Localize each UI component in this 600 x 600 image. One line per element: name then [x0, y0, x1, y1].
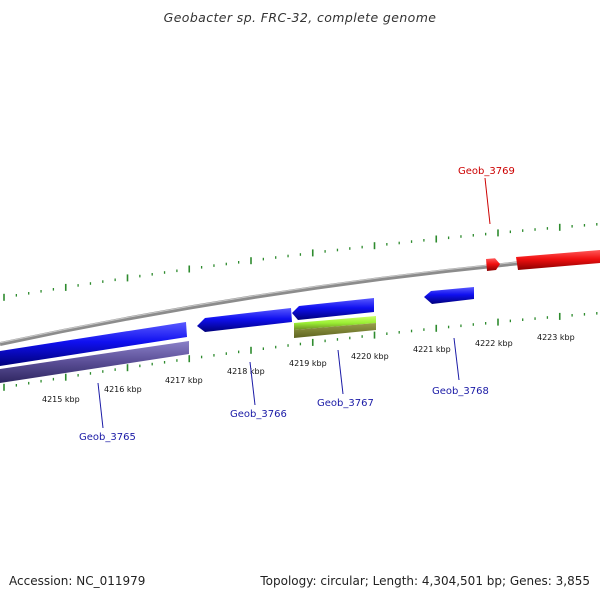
- scale-label: 4215 kbp: [42, 395, 80, 404]
- scale-label: 4216 kbp: [104, 385, 142, 394]
- leader-line: [97, 382, 104, 429]
- gene-arrow: [486, 258, 500, 271]
- leader-line: [453, 337, 460, 381]
- scale-label: 4219 kbp: [289, 359, 327, 368]
- scale-label: 4223 kbp: [537, 333, 575, 342]
- gene-geob-3765[interactable]: [0, 322, 187, 366]
- upper-tick-ring: [3, 223, 598, 301]
- gene-label-geob-3766[interactable]: Geob_3766: [230, 409, 287, 420]
- scale-label: 4218 kbp: [227, 367, 265, 376]
- leader-line: [484, 177, 491, 225]
- gene-arrow: [0, 322, 187, 366]
- scale-label: 4221 kbp: [413, 345, 451, 354]
- scale-labels: 4215 kbp 4216 kbp 4217 kbp 4218 kbp 4219…: [42, 333, 575, 404]
- gene-arrow: [197, 308, 292, 332]
- gene-geob-3769-continuation[interactable]: [516, 250, 600, 270]
- scale-label: 4220 kbp: [351, 352, 389, 361]
- scale-label: 4222 kbp: [475, 339, 513, 348]
- leader-line: [249, 361, 256, 406]
- gene-geob-3768[interactable]: [424, 287, 474, 304]
- gene-arrow: [292, 298, 374, 320]
- page-title: Geobacter sp. FRC-32, complete genome: [163, 10, 437, 25]
- pseudo-gene-band: [0, 341, 189, 383]
- gene-label-geob-3769[interactable]: Geob_3769: [458, 166, 515, 177]
- gene-geob-3767[interactable]: [292, 298, 374, 320]
- gene-arrow: [516, 250, 600, 270]
- leader-line: [337, 349, 344, 395]
- rna-gene-shadow: [294, 323, 376, 338]
- lower-tick-ring: [3, 312, 598, 391]
- gene-geob-3766[interactable]: [197, 308, 292, 332]
- genome-backbone: [0, 254, 600, 346]
- genome-backbone-highlight: [0, 254, 600, 344]
- gene-label-geob-3767[interactable]: Geob_3767: [317, 398, 374, 409]
- scale-label: 4217 kbp: [165, 376, 203, 385]
- rna-gene-band: [294, 316, 376, 338]
- gene-label-leaders: [97, 177, 491, 429]
- gene-labels: Geob_3765 Geob_3766 Geob_3767 Geob_3768 …: [79, 166, 515, 443]
- gene-arrow: [424, 287, 474, 304]
- accession-info: Accession: NC_011979: [9, 574, 146, 588]
- gene-geob-3769[interactable]: [486, 258, 500, 271]
- rna-gene-arrow: [294, 316, 376, 330]
- pseudo-gene-arrow: [0, 341, 189, 383]
- genome-summary: Topology: circular; Length: 4,304,501 bp…: [260, 574, 590, 588]
- gene-label-geob-3765[interactable]: Geob_3765: [79, 432, 136, 443]
- gene-label-geob-3768[interactable]: Geob_3768: [432, 386, 489, 397]
